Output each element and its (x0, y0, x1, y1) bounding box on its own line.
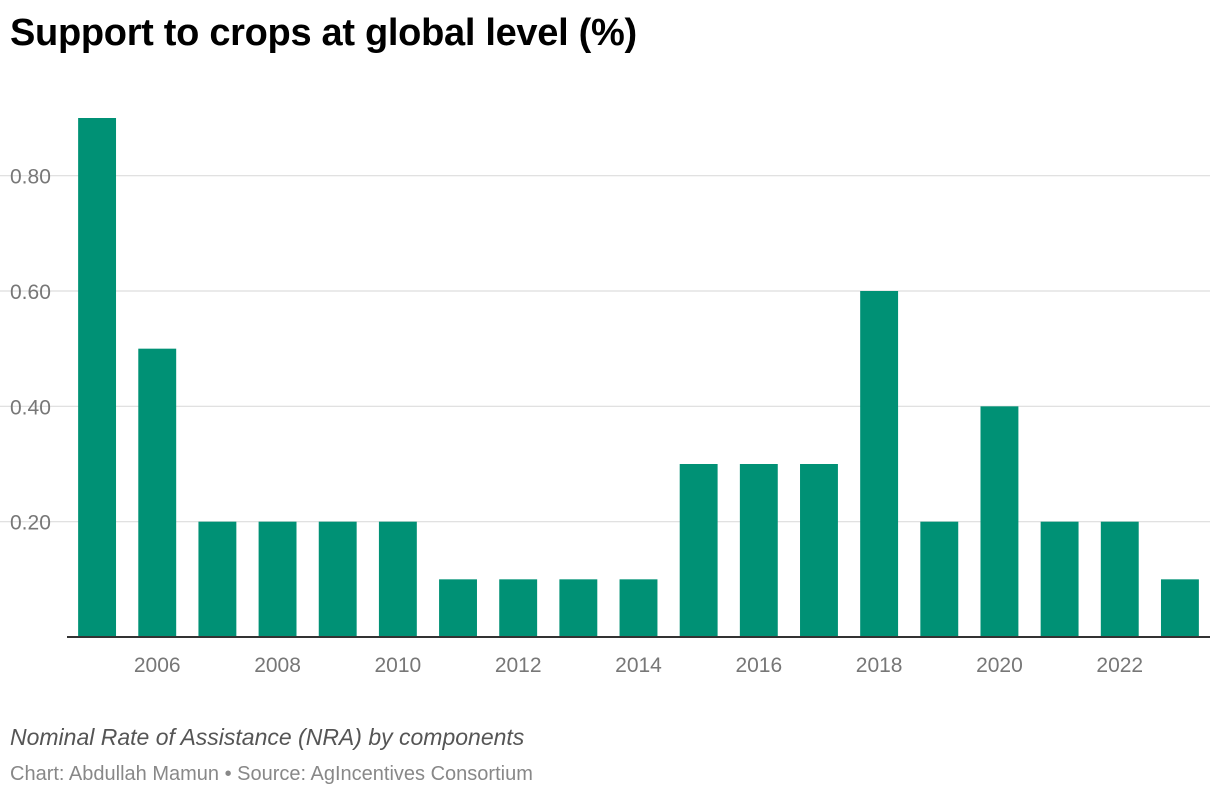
y-tick-label-0.40: 0.40 (10, 396, 51, 419)
credit-author: Abdullah Mamun (68, 763, 220, 785)
bar-2007 (198, 521, 237, 637)
x-tick-label-2010: 2010 (375, 654, 422, 677)
bar-2013 (559, 579, 598, 637)
chart-credit: Chart: Abdullah Mamun • Source: AgIncent… (10, 763, 533, 786)
bar-2023 (1160, 579, 1199, 637)
y-tick-label-0.60: 0.60 (10, 281, 51, 304)
x-tick-label-2016: 2016 (735, 654, 782, 677)
bar-2012 (499, 579, 538, 637)
x-tick-label-2008: 2008 (254, 654, 301, 677)
x-tick-label-2022: 2022 (1096, 654, 1143, 677)
x-tick-label-2012: 2012 (495, 654, 542, 677)
source-name: AgIncentives Consortium (310, 763, 533, 785)
x-tick-label-2018: 2018 (856, 654, 903, 677)
credit-prefix: Chart: (10, 763, 69, 785)
grid-lines (0, 175, 1210, 523)
x-tick-label-2014: 2014 (615, 654, 662, 677)
bar-2022 (1100, 521, 1139, 637)
bar-2020 (980, 406, 1019, 637)
x-tick-label-2006: 2006 (134, 654, 181, 677)
bar-2006 (138, 348, 177, 637)
bar-2010 (378, 521, 417, 637)
chart-subtitle: Nominal Rate of Assistance (NRA) by comp… (10, 724, 525, 750)
bar-2011 (439, 579, 477, 637)
bar-2014 (619, 579, 658, 637)
y-axis-ticks: 0.20 0.40 0.60 0.80 (10, 166, 51, 535)
bar-2019 (920, 521, 959, 637)
bar-2018 (860, 291, 899, 637)
bar-2017 (800, 464, 838, 637)
bar-2016 (739, 464, 778, 637)
bars (78, 118, 1199, 637)
x-tick-label-2020: 2020 (976, 654, 1023, 677)
y-tick-label-0.80: 0.80 (10, 166, 51, 189)
bar-2005 (78, 118, 117, 637)
source-prefix: Source: (237, 763, 311, 785)
chart-title: Support to crops at global level (%) (10, 12, 637, 54)
y-tick-label-0.20: 0.20 (10, 512, 51, 535)
credit-separator: • (219, 763, 238, 785)
bar-2009 (318, 521, 357, 637)
bar-2015 (679, 464, 718, 637)
bar-2021 (1040, 521, 1079, 637)
x-axis-ticks: 2006 2008 2010 2012 2014 2016 2018 2020 2022 (134, 654, 1143, 677)
bar-2008 (258, 521, 297, 637)
